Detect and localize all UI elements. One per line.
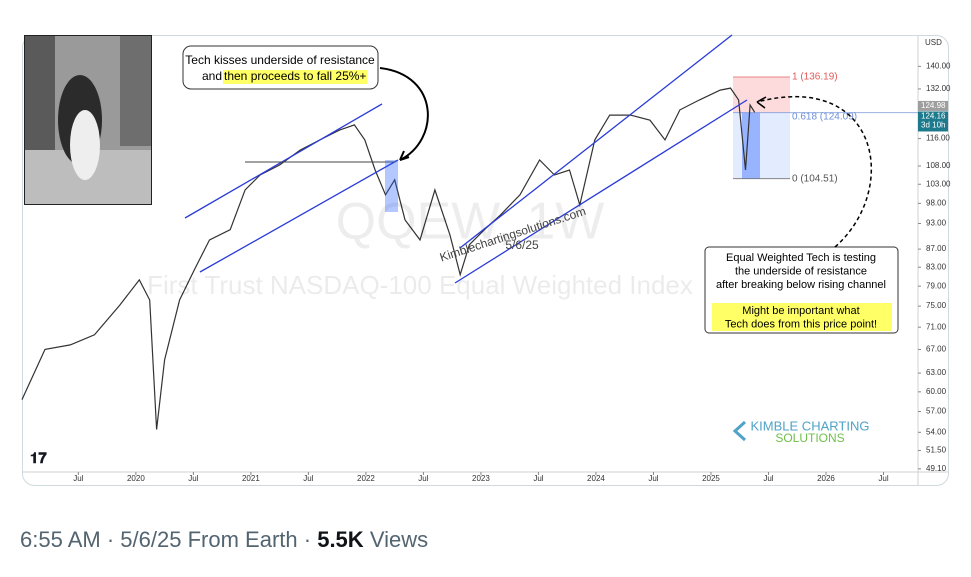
y-tick-label: 87.00 [926,244,947,253]
y-tick-label: 79.00 [926,281,947,290]
separator: · [304,527,311,552]
x-tick-label: 2022 [357,474,375,483]
currency: USD [925,38,942,47]
fib-label: 0.618 (124.09) [792,111,857,122]
date[interactable]: 5/6/25 [120,527,181,552]
y-tick-label: 71.00 [926,322,947,331]
x-tick-label: 2021 [242,474,260,483]
countdown: 3d 10h [921,121,945,130]
y-tick-label: 54.00 [926,427,947,436]
y-tick-label: 103.00 [926,179,951,188]
annotation-highlight: Tech does from this price point! [725,318,877,330]
highlight [223,70,368,84]
y-tick-label: 93.00 [926,219,947,228]
x-tick-label: Jul [648,474,658,483]
y-tick-label: 132.00 [926,84,951,93]
drop-box [742,112,760,179]
highlight [712,303,892,331]
watermark-subtitle: First Trust NASDAQ-100 Equal Weighted In… [147,270,693,300]
annotation-text: Equal Weighted Tech is testing [726,252,876,264]
y-tick-label: 49.10 [926,464,947,473]
y-tick-label: 75.00 [926,301,947,310]
annotation-highlight: then proceeds to fall 25%+ [224,69,366,83]
x-tick-label: 2020 [127,474,145,483]
price-line [21,87,756,430]
price-tag-label: 124.16 [921,112,946,121]
fib-zone [733,112,790,179]
annotation-text: after breaking below rising channel [716,279,886,291]
x-tick-label: Jul [878,474,888,483]
x-tick-label: Jul [533,474,543,483]
logo-bg [728,418,886,446]
x-tick-label: Jul [303,474,313,483]
x-tick-label: Jul [188,474,198,483]
x-tick-label: Jul [73,474,83,483]
watermark-title: QQEW, 1W [336,193,605,251]
time[interactable]: 6:55 AM [20,527,101,552]
arrow [379,67,429,161]
y-tick-label: 98.00 [926,198,947,207]
x-tick-label: 2023 [472,474,490,483]
drop-box [385,160,398,212]
y-tick-label: 83.00 [926,262,947,271]
logo-text: KIMBLE CHARTING [751,418,870,433]
y-tick-label: 63.00 [926,368,947,377]
credit-date: 5/6/25 [505,238,539,252]
y-tick-label: 140.00 [926,61,951,70]
x-tick-label: 2024 [587,474,605,483]
views-label: Views [370,527,428,552]
fib-label: 0 (104.51) [792,173,838,184]
x-tick-label: Jul [418,474,428,483]
fib-zone [733,76,790,113]
views-count: 5.5K [317,527,364,552]
y-tick-label: 108.00 [926,161,951,170]
x-tick-label: 2025 [702,474,720,483]
annotation-highlight: Might be important what [742,305,859,317]
y-tick-label: 116.00 [926,134,950,143]
separator: · [107,527,114,552]
tweet-meta: 6:55 AM · 5/6/25 From Earth · 5.5K Views [20,527,428,552]
price-tag [918,100,948,111]
annotation-text: Tech kisses underside of resistance [185,53,375,67]
annotation-text: and [202,69,222,83]
logo-text: SOLUTIONS [775,431,844,445]
fib-label: 1 (136.19) [792,72,838,83]
media-frame[interactable] [22,35,949,486]
x-tick-label: Jul [763,474,773,483]
tv-logo: 𝟏𝟕 [30,450,47,467]
annotation-text: the underside of resistance [735,265,867,277]
y-tick-label: 51.50 [926,446,947,455]
x-tick-label: 2026 [817,474,835,483]
y-tick-label: 57.00 [926,407,947,416]
channels [184,34,748,284]
price-tag-label: 124.98 [921,101,946,110]
y-tick-label: 67.00 [926,345,947,354]
photo [24,35,152,205]
arrow-head [399,150,410,161]
y-tick-label: 60.00 [926,387,947,396]
logo-icon [732,420,747,442]
price-tag [918,111,948,132]
source: From Earth [188,527,298,552]
arrow-head [756,96,767,109]
